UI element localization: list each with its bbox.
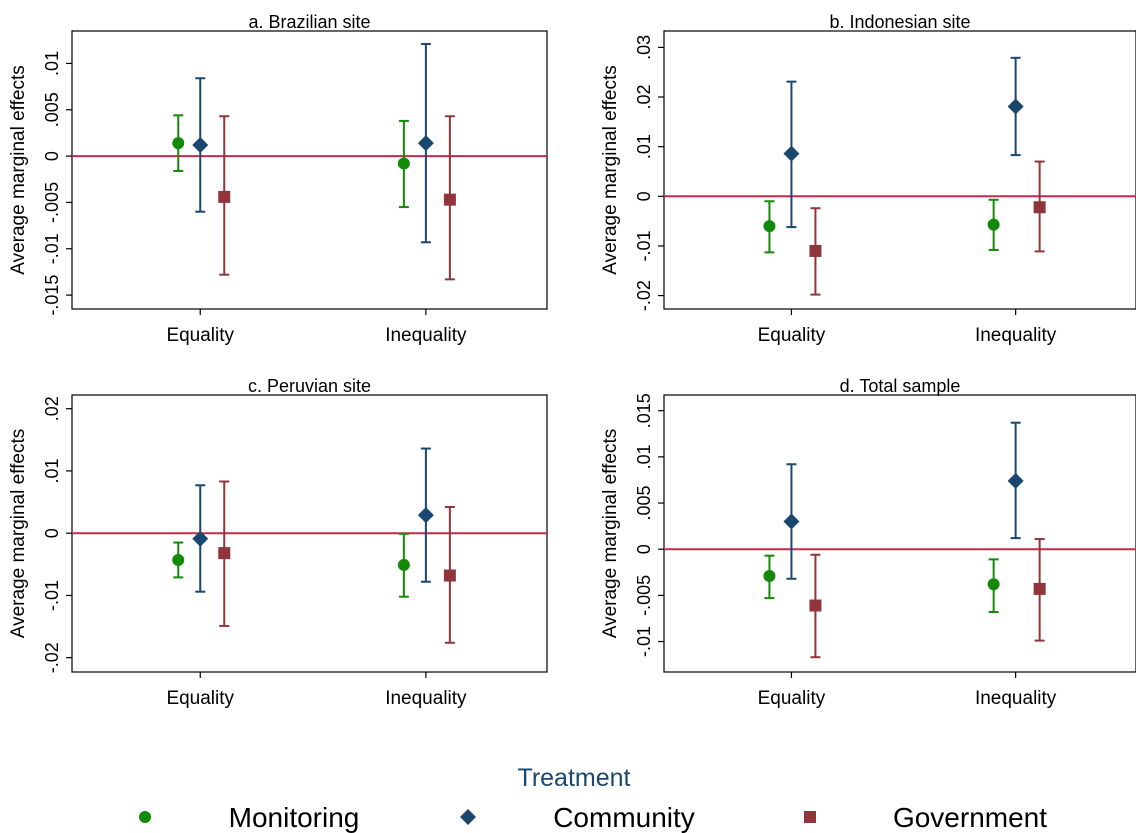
point-government xyxy=(1033,582,1046,595)
point-government xyxy=(809,244,822,257)
y-tick-label: -.01 xyxy=(42,233,62,264)
panel-d: d. Total sample Average marginal effects-… xyxy=(600,376,1136,709)
y-tick-label: -.015 xyxy=(42,275,62,316)
y-tick-label: .01 xyxy=(634,444,654,469)
y-axis-label: Average marginal effects xyxy=(600,65,621,274)
point-community xyxy=(417,135,434,152)
y-tick-label: .015 xyxy=(634,393,654,428)
x-tick-label: Equality xyxy=(758,325,826,346)
x-tick-label: Equality xyxy=(758,688,826,709)
point-community xyxy=(783,513,800,530)
y-tick-label: -.02 xyxy=(634,280,654,311)
y-tick-label: -.02 xyxy=(42,642,62,673)
legend-marker xyxy=(460,809,476,825)
y-tick-label: .005 xyxy=(634,486,654,521)
legend: Treatment Monitoring Community Government xyxy=(139,764,1047,833)
legend-label: Government xyxy=(893,802,1047,833)
point-government xyxy=(1033,201,1046,214)
point-community xyxy=(783,145,800,162)
panel-title: b. Indonesian site xyxy=(829,12,970,32)
y-tick-label: 0 xyxy=(634,191,654,201)
x-tick-label: Equality xyxy=(166,325,234,346)
panel-title: c. Peruvian site xyxy=(248,376,371,396)
y-axis-label: Average marginal effects xyxy=(600,429,621,638)
x-tick-label: Equality xyxy=(166,688,234,709)
y-tick-label: .03 xyxy=(634,35,654,60)
point-monitoring xyxy=(763,220,776,233)
y-tick-label: .01 xyxy=(42,458,62,483)
point-monitoring xyxy=(397,157,410,170)
point-government xyxy=(443,193,456,206)
point-monitoring xyxy=(987,218,1000,231)
legend-title: Treatment xyxy=(517,764,630,792)
legend-marker xyxy=(139,811,151,823)
x-tick-label: Inequality xyxy=(385,688,467,709)
y-tick-label: -.01 xyxy=(634,626,654,657)
y-tick-label: 0 xyxy=(42,151,62,161)
x-tick-label: Inequality xyxy=(975,325,1057,346)
y-tick-label: -.01 xyxy=(42,580,62,611)
point-government xyxy=(809,599,822,612)
point-community xyxy=(417,507,434,524)
panel-title: a. Brazilian site xyxy=(248,12,370,32)
y-tick-label: .005 xyxy=(42,92,62,127)
y-tick-label: .02 xyxy=(42,396,62,421)
point-monitoring xyxy=(763,569,776,582)
point-monitoring xyxy=(172,553,185,566)
panel-title: d. Total sample xyxy=(840,376,961,396)
x-tick-label: Inequality xyxy=(385,325,467,346)
y-tick-label: .02 xyxy=(634,85,654,110)
plot-frame xyxy=(663,30,1136,310)
point-government xyxy=(218,547,231,560)
legend-item-government: Government xyxy=(804,802,1047,833)
point-monitoring xyxy=(397,558,410,571)
y-tick-label: .01 xyxy=(634,134,654,159)
y-tick-label: -.005 xyxy=(42,182,62,223)
y-tick-label: 0 xyxy=(42,528,62,538)
point-monitoring xyxy=(172,137,185,150)
y-tick-label: .01 xyxy=(42,51,62,76)
legend-label: Monitoring xyxy=(229,802,360,833)
legend-label: Community xyxy=(553,802,695,833)
point-community xyxy=(1007,98,1024,115)
point-monitoring xyxy=(987,578,1000,591)
point-government xyxy=(443,569,456,582)
point-community xyxy=(192,136,209,153)
point-community xyxy=(192,530,209,547)
panel-b: b. Indonesian site Average marginal effec… xyxy=(600,12,1136,346)
x-tick-label: Inequality xyxy=(975,688,1057,709)
point-community xyxy=(1007,472,1024,489)
legend-item-community: Community xyxy=(460,802,695,833)
plot-frame xyxy=(663,394,1136,673)
y-axis-label: Average marginal effects xyxy=(8,65,29,274)
legend-item-monitoring: Monitoring xyxy=(139,802,359,833)
y-axis-label: Average marginal effects xyxy=(8,429,29,638)
y-tick-label: -.005 xyxy=(634,575,654,616)
y-tick-label: 0 xyxy=(634,544,654,554)
legend-marker xyxy=(804,811,816,823)
y-tick-label: -.01 xyxy=(634,230,654,261)
plot-frame xyxy=(71,30,548,310)
point-government xyxy=(218,190,231,203)
panel-a: a. Brazilian site Average marginal effect… xyxy=(8,12,548,346)
panel-c: c. Peruvian site Average marginal effects… xyxy=(8,376,548,709)
